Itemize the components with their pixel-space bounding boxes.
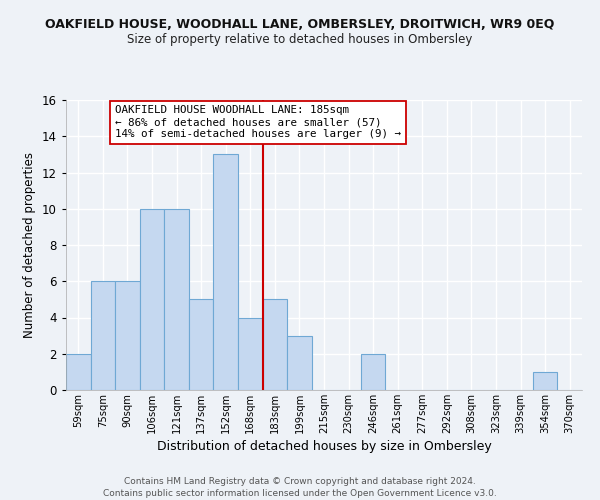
- Bar: [361, 354, 385, 390]
- X-axis label: Distribution of detached houses by size in Ombersley: Distribution of detached houses by size …: [157, 440, 491, 453]
- Bar: [115, 281, 140, 390]
- Bar: [533, 372, 557, 390]
- Bar: [238, 318, 263, 390]
- Y-axis label: Number of detached properties: Number of detached properties: [23, 152, 37, 338]
- Text: Contains HM Land Registry data © Crown copyright and database right 2024.: Contains HM Land Registry data © Crown c…: [124, 478, 476, 486]
- Bar: [164, 209, 189, 390]
- Bar: [214, 154, 238, 390]
- Bar: [66, 354, 91, 390]
- Bar: [91, 281, 115, 390]
- Text: OAKFIELD HOUSE WOODHALL LANE: 185sqm
← 86% of detached houses are smaller (57)
1: OAKFIELD HOUSE WOODHALL LANE: 185sqm ← 8…: [115, 106, 401, 138]
- Bar: [263, 300, 287, 390]
- Text: Size of property relative to detached houses in Ombersley: Size of property relative to detached ho…: [127, 32, 473, 46]
- Bar: [287, 336, 312, 390]
- Bar: [140, 209, 164, 390]
- Text: OAKFIELD HOUSE, WOODHALL LANE, OMBERSLEY, DROITWICH, WR9 0EQ: OAKFIELD HOUSE, WOODHALL LANE, OMBERSLEY…: [46, 18, 554, 30]
- Bar: [189, 300, 214, 390]
- Text: Contains public sector information licensed under the Open Government Licence v3: Contains public sector information licen…: [103, 489, 497, 498]
